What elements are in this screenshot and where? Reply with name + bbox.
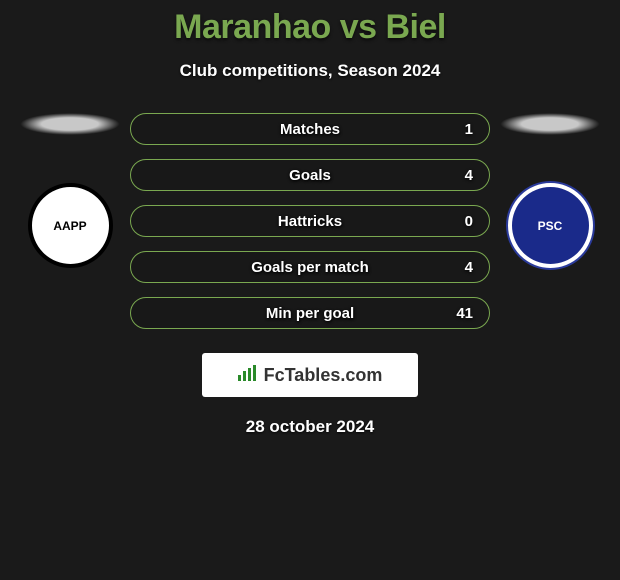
team-right-badge-text: PSC — [538, 219, 563, 233]
team-left-column: AAPP — [20, 113, 120, 268]
comparison-card: Maranhao vs Biel Club competitions, Seas… — [0, 0, 620, 437]
stat-value-right: 1 — [465, 121, 473, 138]
stat-value-right: 0 — [465, 213, 473, 230]
content-row: AAPP Matches 1 Goals 4 Hattricks 0 Goals… — [0, 113, 620, 329]
footer-date: 28 october 2024 — [0, 417, 620, 437]
stat-value-right: 4 — [465, 259, 473, 276]
stats-column: Matches 1 Goals 4 Hattricks 0 Goals per … — [130, 113, 490, 329]
stat-label: Goals per match — [251, 259, 369, 276]
stat-label: Matches — [280, 121, 340, 138]
ellipse-shadow-icon — [500, 113, 600, 135]
stat-value-right: 4 — [465, 167, 473, 184]
stat-value-right: 41 — [456, 305, 473, 322]
ellipse-shadow-icon — [20, 113, 120, 135]
team-left-badge: AAPP — [28, 183, 113, 268]
footer-brand-text: FcTables.com — [264, 365, 383, 386]
stat-bar-goals-per-match: Goals per match 4 — [130, 251, 490, 283]
stat-bar-matches: Matches 1 — [130, 113, 490, 145]
stat-bar-min-per-goal: Min per goal 41 — [130, 297, 490, 329]
footer-brand-link[interactable]: FcTables.com — [202, 353, 418, 397]
team-right-badge: PSC — [508, 183, 593, 268]
chart-icon — [238, 365, 258, 386]
page-title: Maranhao vs Biel — [0, 8, 620, 47]
stat-label: Goals — [289, 167, 331, 184]
subtitle: Club competitions, Season 2024 — [0, 61, 620, 81]
team-right-column: PSC — [500, 113, 600, 268]
stat-bar-goals: Goals 4 — [130, 159, 490, 191]
stat-label: Min per goal — [266, 305, 354, 322]
stat-label: Hattricks — [278, 213, 342, 230]
team-left-badge-text: AAPP — [53, 219, 86, 233]
stat-bar-hattricks: Hattricks 0 — [130, 205, 490, 237]
